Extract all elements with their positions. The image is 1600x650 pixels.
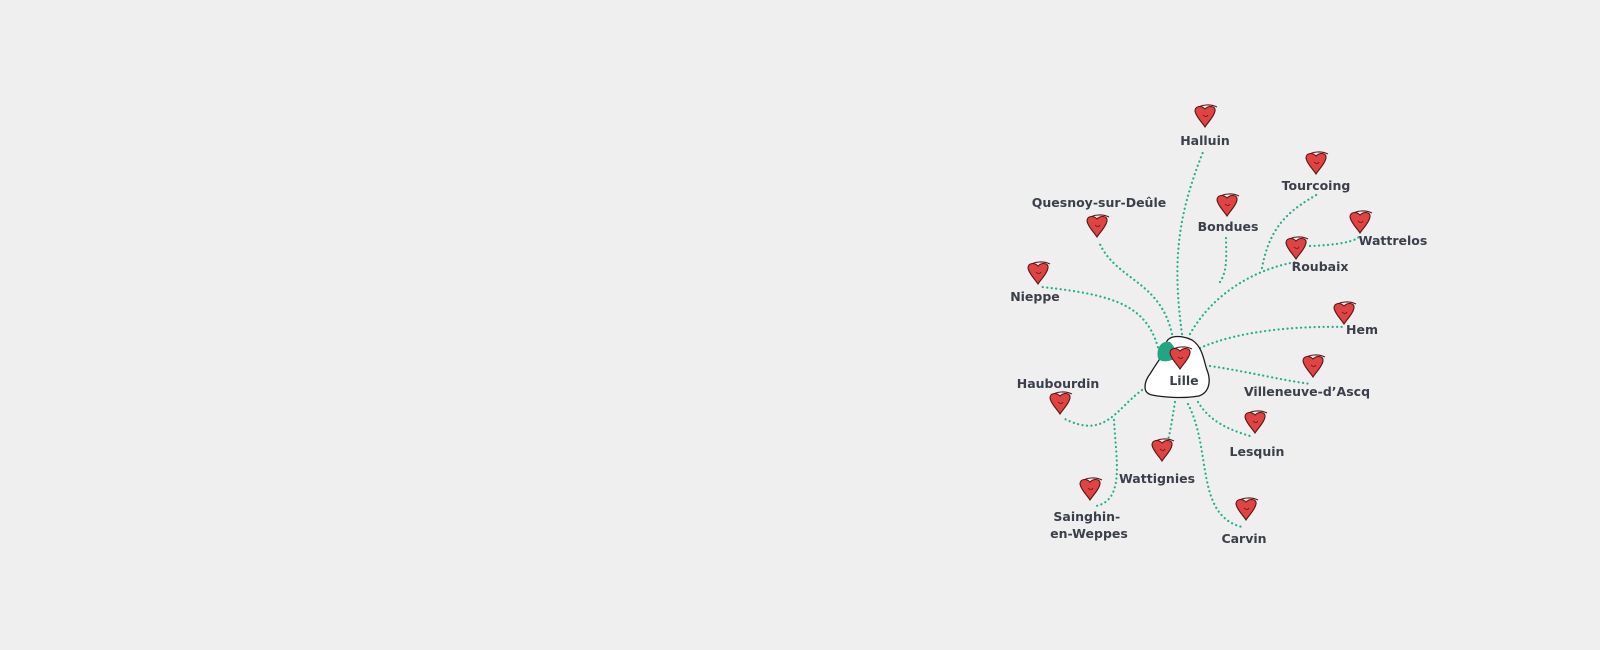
- destination-haubourdin[interactable]: Haubourdin: [1017, 376, 1100, 416]
- destination-label: Wattignies: [1119, 471, 1195, 486]
- destination-nieppe[interactable]: Nieppe: [1010, 261, 1060, 304]
- route-wattrelos: [1308, 233, 1362, 248]
- destination-label: Bondues: [1198, 219, 1259, 234]
- route-carvin: [1186, 402, 1244, 529]
- red-heart-pin-icon: [1169, 346, 1193, 371]
- destination-label: Roubaix: [1292, 259, 1349, 274]
- route-lines: [1040, 150, 1362, 529]
- route-nieppe: [1040, 285, 1162, 358]
- route-halluin: [1176, 150, 1205, 336]
- destination-label-line2: en-Weppes: [1050, 526, 1128, 541]
- route-haubourdin: [1061, 388, 1144, 427]
- destination-wattrelos[interactable]: Wattrelos: [1349, 210, 1428, 248]
- destination-sainghin-en-weppes[interactable]: Sainghin- en-Weppes: [1050, 477, 1128, 541]
- destination-hem[interactable]: Hem: [1333, 301, 1378, 337]
- red-heart-pin-icon: [1086, 214, 1110, 239]
- route-roubaix: [1188, 260, 1298, 336]
- destination-label-line1: Sainghin-: [1053, 509, 1120, 524]
- destination-label: Nieppe: [1010, 289, 1060, 304]
- hub-label: Lille: [1169, 373, 1198, 388]
- red-heart-pin-icon: [1151, 438, 1175, 463]
- red-heart-pin-icon: [1235, 497, 1259, 522]
- red-heart-pin-icon: [1349, 210, 1373, 235]
- destination-label: Wattrelos: [1359, 233, 1428, 248]
- route-tourcoing: [1260, 192, 1320, 270]
- destination-label: Haubourdin: [1017, 376, 1100, 391]
- destination-halluin[interactable]: Halluin: [1180, 104, 1230, 148]
- red-heart-pin-icon: [1333, 301, 1357, 326]
- destination-roubaix[interactable]: Roubaix: [1285, 236, 1349, 274]
- destination-bondues[interactable]: Bondues: [1198, 193, 1259, 234]
- destination-wattignies[interactable]: Wattignies: [1119, 438, 1195, 486]
- destination-label: Sainghin- en-Weppes: [1050, 509, 1128, 541]
- route-wattignies: [1164, 400, 1177, 449]
- hub-marker: [1169, 346, 1193, 371]
- hub-lille[interactable]: Lille: [1144, 335, 1210, 399]
- destination-label: Carvin: [1221, 531, 1266, 546]
- destination-carvin[interactable]: Carvin: [1221, 497, 1267, 546]
- destination-lesquin[interactable]: Lesquin: [1230, 410, 1285, 459]
- destination-label: Tourcoing: [1282, 178, 1351, 193]
- destination-label: Lesquin: [1230, 444, 1285, 459]
- destination-label: Quesnoy-sur-Deûle: [1032, 195, 1166, 210]
- red-heart-pin-icon: [1049, 391, 1073, 416]
- destination-markers: Halluin Quesnoy-sur-Deûle Bondues Tourco…: [1010, 104, 1428, 546]
- red-heart-pin-icon: [1216, 193, 1240, 218]
- route-lesquin: [1196, 400, 1252, 438]
- destination-label: Halluin: [1180, 133, 1230, 148]
- route-quesnoy: [1097, 240, 1174, 336]
- red-heart-pin-icon: [1194, 104, 1218, 129]
- route-villeneuve: [1208, 364, 1313, 386]
- red-heart-pin-icon: [1027, 261, 1051, 286]
- destination-quesnoy-sur-deule[interactable]: Quesnoy-sur-Deûle: [1032, 195, 1166, 239]
- red-heart-pin-icon: [1302, 354, 1326, 379]
- destination-label: Hem: [1346, 322, 1378, 337]
- red-heart-pin-icon: [1285, 236, 1309, 261]
- red-heart-pin-icon: [1305, 151, 1329, 176]
- destination-villeneuve-dascq[interactable]: Villeneuve-d’Ascq: [1244, 354, 1370, 399]
- destination-tourcoing[interactable]: Tourcoing: [1282, 151, 1351, 193]
- destination-label: Villeneuve-d’Ascq: [1244, 384, 1370, 399]
- red-heart-pin-icon: [1244, 410, 1268, 435]
- route-sainghin: [1094, 418, 1118, 508]
- city-outline-icon: [1144, 335, 1210, 399]
- route-hem: [1198, 325, 1346, 350]
- route-bondues: [1218, 232, 1228, 284]
- red-heart-pin-icon: [1079, 477, 1103, 502]
